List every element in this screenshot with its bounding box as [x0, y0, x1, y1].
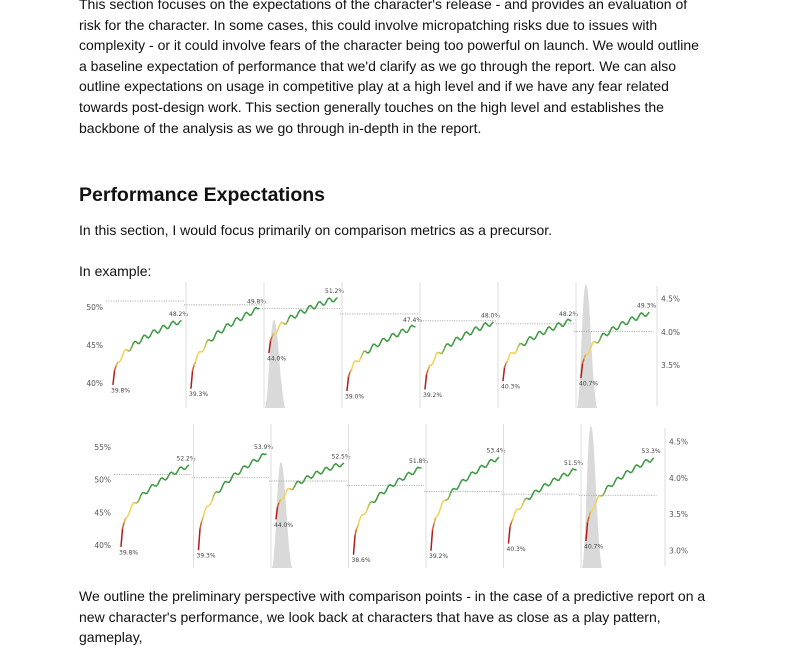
left-axis-tick-2: 45%: [94, 508, 111, 517]
end-label-6: 53.3%: [642, 448, 661, 455]
left-axis-tick-3: 40%: [94, 541, 111, 550]
end-label-0: 48.2%: [169, 311, 188, 318]
series-3-segment-3: [358, 519, 360, 525]
series-3-segment-0: [354, 535, 356, 554]
end-label-3: 47.4%: [403, 317, 422, 324]
start-label-6: 40.7%: [584, 543, 603, 550]
series-0-segment-43: [179, 321, 181, 322]
series-1-segment-0: [191, 371, 193, 388]
series-5-segment-3: [513, 513, 515, 518]
series-1-segment-1: [193, 365, 195, 371]
right-axis-tick-2: 3.5%: [661, 361, 680, 370]
end-label-4: 53.4%: [487, 447, 506, 454]
series-5-segment-1: [510, 522, 512, 527]
density-area-6: [577, 284, 597, 408]
series-0-segment-43: [187, 465, 189, 466]
intro-paragraph: This section focuses on the expectations…: [79, 0, 709, 138]
series-5-segment-0: [509, 527, 511, 543]
series-6-segment-43: [652, 458, 654, 460]
end-label-2: 52.5%: [332, 453, 351, 460]
series-3-segment-1: [355, 529, 357, 535]
left-axis-tick-2: 40%: [86, 379, 103, 388]
left-axis-tick-1: 45%: [86, 341, 103, 350]
end-label-0: 52.2%: [177, 455, 196, 462]
series-4-segment-1: [433, 523, 435, 530]
start-label-2: 44.0%: [267, 356, 286, 363]
end-label-3: 51.8%: [409, 458, 428, 465]
series-4-segment-43: [497, 457, 499, 459]
series-0-segment-0: [121, 528, 123, 546]
winrate-chart-top: 50% 45% 40% 4.5% 4.0% 3.5% 39.8% 48.2% 39.3% 49.8…: [79, 280, 699, 412]
series-1-segment-3: [196, 356, 198, 362]
start-label-5: 40.3%: [501, 384, 520, 391]
start-label-6: 40.7%: [579, 381, 598, 388]
start-label-0: 39.8%: [119, 549, 138, 556]
series-4-segment-0: [425, 374, 427, 389]
density-area-2: [272, 462, 292, 568]
series-0-segment-1: [123, 523, 125, 529]
series-1-segment-1: [200, 522, 202, 529]
series-3-segment-0: [347, 376, 349, 390]
end-label-2: 51.2%: [325, 288, 344, 295]
series-3-segment-3: [352, 364, 354, 369]
start-label-4: 39.2%: [423, 392, 442, 399]
right-axis-tick-0: 4.5%: [661, 295, 680, 304]
series-4-segment-6: [440, 504, 442, 509]
series-1-segment-3: [203, 511, 205, 517]
series-4-segment-0: [431, 530, 433, 550]
series-4-segment-2: [434, 518, 436, 523]
end-label-5: 48.2%: [559, 311, 578, 318]
series-0-segment-0: [113, 370, 115, 384]
right-axis-tick-1: 4.0%: [661, 328, 680, 337]
series-4-segment-43: [491, 322, 493, 324]
series-5-segment-3: [508, 356, 510, 361]
end-label-6: 49.3%: [637, 302, 656, 309]
start-label-1: 39.3%: [197, 553, 216, 560]
left-axis-tick-0: 50%: [86, 303, 103, 312]
series-1-segment-0: [199, 529, 201, 550]
lead-paragraph: In this section, I would focus primarily…: [79, 220, 709, 241]
end-label-1: 49.8%: [247, 299, 266, 306]
winrate-chart-bottom: 55% 50% 45% 40% 4.5% 4.0% 3.5% 3.0% 39.8% 52.2% 39…: [79, 424, 699, 578]
section-heading: Performance Expectations: [79, 184, 325, 207]
start-label-5: 40.3%: [507, 546, 526, 553]
start-label-0: 39.8%: [111, 387, 130, 394]
start-label-3: 38.6%: [352, 557, 371, 564]
end-label-1: 53.9%: [254, 444, 273, 451]
series-5-segment-0: [503, 367, 505, 380]
right-axis-tick-2: 3.5%: [669, 510, 688, 519]
start-label-2: 44.0%: [274, 522, 293, 529]
start-label-3: 39.0%: [345, 393, 364, 400]
start-label-1: 39.3%: [189, 391, 208, 398]
left-axis-tick-0: 55%: [94, 443, 111, 452]
series-2-segment-43: [335, 298, 337, 299]
outro-paragraph: We outline the preliminary perspective w…: [79, 586, 709, 648]
right-axis-tick-1: 4.0%: [669, 474, 688, 483]
series-6-segment-43: [647, 312, 649, 314]
left-axis-tick-1: 50%: [94, 476, 111, 485]
end-label-5: 51.5%: [564, 460, 583, 467]
example-label: In example:: [79, 261, 709, 282]
right-axis-tick-3: 3.0%: [669, 547, 688, 556]
start-label-4: 39.2%: [429, 553, 448, 560]
series-5-segment-43: [569, 320, 571, 321]
end-label-4: 48.0%: [481, 312, 500, 319]
right-axis-tick-0: 4.5%: [669, 437, 688, 446]
series-2-segment-43: [342, 463, 344, 464]
